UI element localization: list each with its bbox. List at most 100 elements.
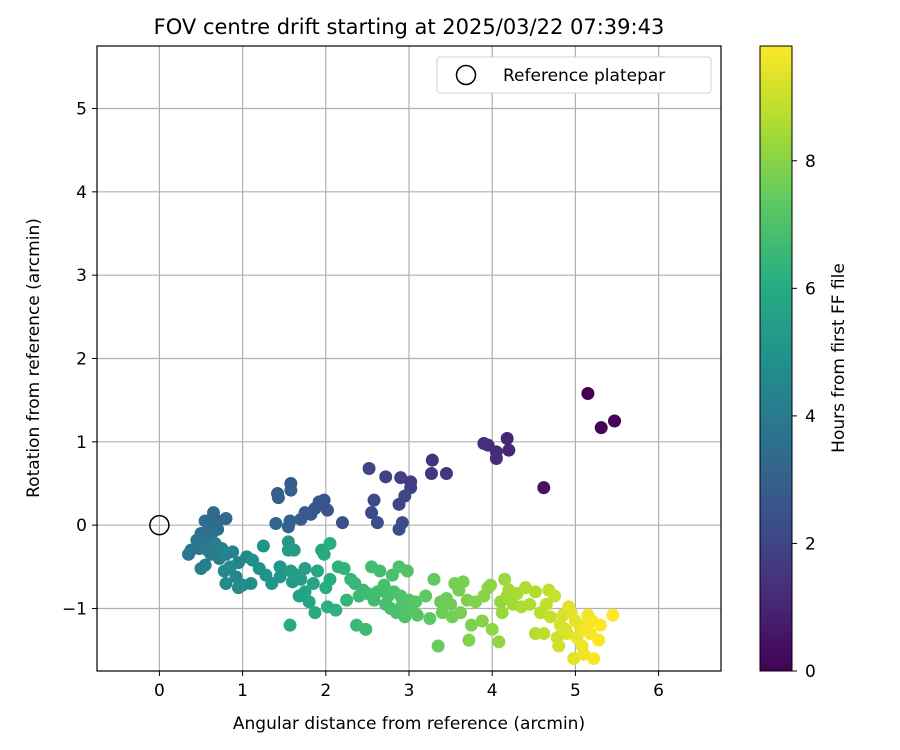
data-point bbox=[226, 545, 240, 559]
colorbar-tick-label: 6 bbox=[805, 279, 816, 299]
data-point bbox=[594, 421, 608, 435]
data-point bbox=[302, 595, 316, 609]
data-point bbox=[317, 547, 331, 561]
x-tick-label: 4 bbox=[487, 681, 498, 701]
data-point bbox=[560, 627, 574, 640]
y-tick-label: 3 bbox=[76, 266, 87, 286]
legend-label-reference: Reference platepar bbox=[503, 66, 665, 86]
colorbar-tick-label: 4 bbox=[805, 407, 816, 427]
data-point bbox=[424, 467, 438, 480]
data-point bbox=[577, 647, 591, 661]
data-point bbox=[223, 560, 237, 574]
x-tick-label: 5 bbox=[570, 681, 581, 701]
data-point bbox=[335, 516, 349, 530]
data-point bbox=[537, 481, 551, 495]
data-point bbox=[269, 517, 283, 530]
data-point bbox=[294, 572, 308, 586]
colorbar: 0 2 4 6 8 Hours from first FF file bbox=[759, 45, 849, 682]
data-point bbox=[608, 414, 622, 428]
data-point bbox=[539, 597, 553, 611]
data-point bbox=[310, 564, 324, 578]
data-point bbox=[320, 503, 334, 517]
data-point bbox=[394, 471, 408, 485]
data-point bbox=[400, 564, 414, 578]
legend: Reference platepar bbox=[436, 56, 712, 94]
colorbar-gradient bbox=[759, 45, 793, 672]
reference-marker-layer bbox=[149, 514, 170, 536]
y-tick-label: 0 bbox=[76, 516, 87, 536]
data-point bbox=[592, 633, 606, 647]
x-axis-ticks: 0 1 2 3 4 5 6 bbox=[154, 671, 664, 701]
y-axis-ticks: −1 0 1 2 3 4 5 bbox=[62, 100, 97, 620]
data-point bbox=[543, 610, 557, 624]
data-point bbox=[308, 606, 322, 620]
data-point bbox=[365, 506, 379, 520]
data-point bbox=[287, 543, 301, 557]
data-point bbox=[427, 572, 441, 586]
data-point bbox=[528, 585, 542, 599]
data-point bbox=[337, 562, 351, 575]
data-point bbox=[409, 595, 423, 609]
data-point bbox=[484, 578, 498, 592]
data-point bbox=[475, 614, 489, 628]
data-point bbox=[273, 560, 287, 574]
x-axis-label: Angular distance from reference (arcmin) bbox=[233, 714, 585, 734]
data-point bbox=[298, 562, 312, 575]
data-point bbox=[464, 618, 478, 632]
data-point bbox=[410, 608, 424, 622]
data-point bbox=[567, 652, 581, 665]
y-tick-label: 4 bbox=[76, 183, 87, 203]
colorbar-tick-label: 0 bbox=[805, 662, 816, 682]
data-point bbox=[462, 633, 476, 647]
data-point bbox=[500, 432, 514, 445]
data-point bbox=[456, 575, 470, 589]
data-point bbox=[552, 639, 566, 653]
y-tick-label: 5 bbox=[76, 100, 87, 120]
data-point bbox=[423, 612, 437, 625]
data-point bbox=[284, 483, 298, 497]
data-point bbox=[340, 593, 354, 607]
y-axis-label: Rotation from reference (arcmin) bbox=[24, 218, 44, 498]
data-point bbox=[294, 512, 308, 526]
data-points bbox=[182, 387, 622, 665]
data-point bbox=[244, 577, 258, 590]
data-point bbox=[593, 618, 607, 632]
y-tick-label: −1 bbox=[62, 600, 87, 620]
colorbar-label: Hours from first FF file bbox=[829, 263, 849, 453]
grid bbox=[97, 46, 721, 671]
data-point bbox=[367, 493, 381, 507]
data-point bbox=[359, 622, 373, 636]
data-point bbox=[502, 443, 516, 457]
data-point bbox=[518, 581, 532, 595]
data-point bbox=[194, 562, 208, 575]
data-point bbox=[298, 585, 312, 599]
data-point bbox=[454, 606, 468, 620]
data-point bbox=[392, 522, 406, 536]
data-point bbox=[271, 491, 285, 505]
data-point bbox=[398, 489, 412, 503]
data-point bbox=[489, 452, 503, 465]
data-point bbox=[435, 606, 449, 620]
legend-marker-reference bbox=[455, 64, 477, 86]
data-point bbox=[283, 618, 297, 632]
x-tick-label: 0 bbox=[154, 681, 165, 701]
x-tick-label: 3 bbox=[404, 681, 415, 701]
data-point bbox=[256, 539, 270, 553]
data-point bbox=[431, 639, 445, 653]
data-point bbox=[587, 652, 601, 665]
chart-title: FOV centre drift starting at 2025/03/22 … bbox=[154, 15, 665, 39]
data-point bbox=[329, 603, 343, 617]
x-tick-label: 6 bbox=[653, 681, 664, 701]
data-point bbox=[273, 570, 287, 584]
data-point bbox=[485, 622, 499, 636]
data-point bbox=[323, 572, 337, 586]
data-point bbox=[537, 627, 551, 640]
data-point bbox=[182, 547, 196, 561]
colorbar-ticks: 0 2 4 6 8 bbox=[792, 152, 816, 682]
data-point bbox=[306, 577, 320, 590]
data-point bbox=[373, 564, 387, 578]
data-point bbox=[419, 589, 433, 603]
data-point bbox=[439, 467, 453, 480]
data-point bbox=[425, 453, 439, 467]
data-point bbox=[281, 520, 295, 534]
